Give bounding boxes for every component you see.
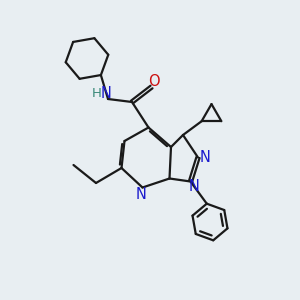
Text: N: N [189,179,200,194]
Text: N: N [136,187,146,202]
Text: O: O [148,74,159,88]
Text: N: N [199,150,210,165]
Text: H: H [92,87,101,100]
Text: N: N [100,86,111,101]
